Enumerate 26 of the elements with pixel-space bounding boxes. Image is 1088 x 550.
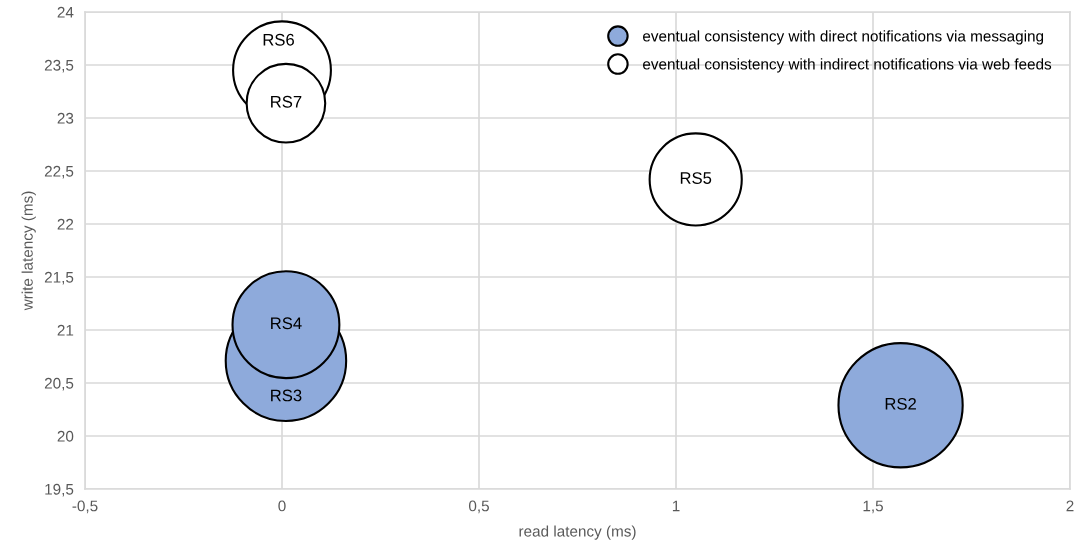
y-tick-label: 20,5 — [44, 377, 74, 391]
x-tick-label: 2 — [1066, 500, 1074, 512]
x-tick-label: 1,5 — [863, 500, 883, 514]
legend-label: eventual consistency with direct notifications via messaging — [643, 30, 1044, 45]
data-label: RS3 — [271, 389, 302, 402]
x-tick-label: -0,5 — [72, 500, 98, 514]
x-tick-label: 0 — [278, 500, 286, 512]
y-axis-title: write latency (ms) — [21, 191, 36, 311]
y-tick-label: 21 — [57, 324, 74, 336]
legend-label: eventual consistency with indirect notifications via web feeds — [643, 58, 1052, 73]
y-tick-label: 24 — [57, 6, 74, 18]
y-tick-label: 22 — [57, 218, 74, 230]
y-tick-label: 20 — [57, 430, 74, 442]
data-label: RS6 — [263, 33, 294, 46]
data-label: RS2 — [885, 397, 916, 410]
y-tick-label: 22,5 — [44, 165, 74, 179]
data-label: RS4 — [271, 317, 302, 330]
data-label: RS7 — [271, 95, 302, 108]
x-axis-title: read latency (ms) — [519, 525, 636, 540]
y-tick-label: 23 — [57, 112, 74, 124]
data-label: RS5 — [680, 172, 712, 184]
x-tick-label: 0,5 — [468, 500, 489, 514]
y-tick-label: 19,5 — [45, 483, 74, 497]
y-tick-label: 21,5 — [44, 271, 74, 285]
x-tick-label: 1 — [672, 500, 680, 512]
y-tick-label: 23,5 — [44, 59, 74, 73]
